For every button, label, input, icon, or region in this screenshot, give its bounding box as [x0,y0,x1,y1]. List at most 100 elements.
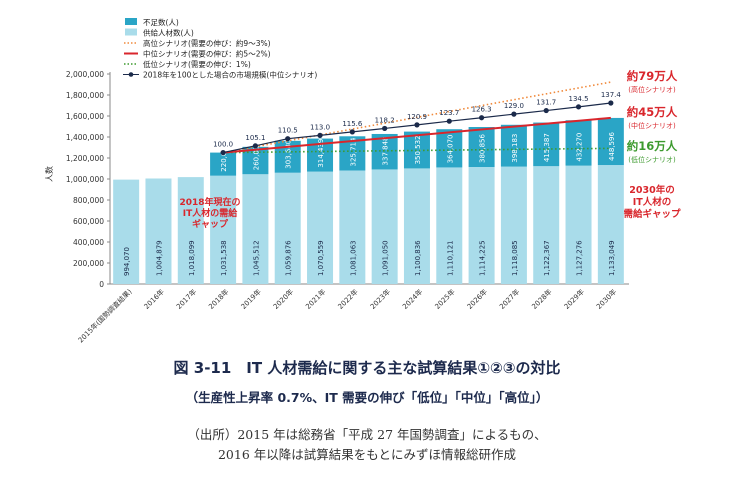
market-index-label: 118.2 [375,116,395,124]
annotation-2018-gap: ギャップ [192,218,229,230]
figure-title: 図 3-11 IT 人材需給に関する主な試算結果①②③の対比 [173,359,561,377]
market-index-point [575,104,582,110]
shortage-bar [468,127,495,168]
supply-bar [274,172,301,284]
annotation-high-sub: (高位シナリオ) [628,85,676,94]
y-tick-label: 1,000,000 [66,175,104,184]
source-note-line-1: （出所）2015 年は総務省「平成 27 年国勢調査」によるもの、 [187,427,547,442]
x-tick-label: 2029年 [562,287,586,311]
y-tick-label: 0 [99,280,104,289]
legend-label: 低位シナリオ(需要の伸び：1%) [143,59,251,69]
market-index-point [252,143,259,149]
supply-value-label: 1,059,876 [285,240,293,276]
market-index-point [317,132,323,138]
annotation-2030-gap: 需給ギャップ [623,208,681,220]
supply-bar [597,165,624,284]
supply-bar [436,167,463,284]
supply-value-label: 1,081,063 [349,240,357,276]
shortage-value-label: 303,680 [285,140,293,169]
x-tick-label: 2025年 [433,287,457,311]
market-index-label: 100.0 [213,141,233,149]
supply-value-label: 1,133,049 [608,240,616,276]
shortage-value-label: 337,848 [382,136,390,165]
supply-value-label: 1,100,836 [414,240,422,276]
shortage-value-label: 398,183 [511,134,519,163]
shortage-bar [565,120,592,166]
x-tick-label: 2016年 [142,287,166,311]
shortage-value-label: 314,439 [317,139,325,168]
supply-value-label: 1,045,512 [252,240,260,276]
annotation-2018-gap: IT人材の需給 [183,207,238,219]
supply-value-label: 1,110,121 [446,240,454,276]
y-tick-label: 1,400,000 [66,133,104,142]
market-index-point [414,122,420,128]
legend-label: 不足数(人) [143,17,179,27]
market-index-point [285,136,291,142]
supply-value-label: 994,070 [123,247,131,276]
market-index-label: 137.4 [601,91,622,99]
legend-label: 2018年を100とした場合の市場規模(中位シナリオ) [143,70,317,80]
shortage-value-label: 415,387 [543,133,551,162]
annotation-low-main: 約16万人 [627,139,678,153]
market-index-label: 134.5 [569,95,589,103]
figure-subtitle: （生産性上昇率 0.7%、IT 需要の伸び「低位」「中位」「高位」） [185,390,549,405]
y-tick-label: 1,800,000 [66,91,104,100]
market-index-label: 123.7 [439,109,459,117]
annotation-2018-gap: 2018年現在の [179,196,240,208]
market-index-label: 113.0 [310,123,330,131]
y-tick-label: 200,000 [73,259,104,268]
shortage-bar [436,129,463,168]
legend-swatch [125,28,137,36]
shortage-value-label: 350,532 [414,135,422,164]
market-index-point [220,149,226,156]
x-tick-label: 2028年 [530,287,554,311]
shortage-value-label: 448,596 [608,132,616,161]
mid-scenario-line [223,116,611,154]
x-tick-label: 2022年 [336,287,360,311]
supply-bar [468,167,495,284]
shortage-value-label: 260,835 [252,141,260,170]
supply-bar [403,168,430,284]
market-index-point [543,107,549,114]
annotation-2030-gap: IT人材の [633,196,672,208]
supply-value-label: 1,114,225 [479,240,487,276]
legend-label: 高位シナリオ(需要の伸び：約9～3%) [143,38,271,48]
shortage-bar [597,117,624,166]
annotation-low-sub: (低位シナリオ) [628,155,676,164]
supply-value-label: 1,031,538 [220,240,228,276]
y-tick-label: 1,600,000 [66,112,104,121]
supply-bar [113,179,140,284]
market-index-point [511,111,517,117]
market-index-label: 105.1 [245,134,265,142]
supply-value-label: 1,122,367 [543,240,551,276]
supply-bar [177,177,204,284]
supply-bar [242,174,269,284]
supply-bar [565,165,592,284]
supply-bar [339,170,366,284]
supply-value-label: 1,018,099 [188,240,196,276]
y-axis-label: 人数 [44,166,54,182]
supply-bar [500,166,527,284]
supply-value-label: 1,091,050 [382,240,390,276]
shortage-bar [210,152,237,176]
x-tick-label: 2015年(国勢調査結果) [76,287,134,345]
annotation-mid-main: 約45万人 [627,105,678,119]
annotation-mid-sub: (中位シナリオ) [628,121,676,130]
shortage-bar [500,124,527,167]
market-index-label: 115.6 [342,120,363,128]
y-tick-label: 2,000,000 [66,70,104,79]
supply-bar [533,166,560,284]
annotation-high-main: 約79万人 [627,69,678,83]
high-scenario-line [222,81,611,154]
y-tick-label: 600,000 [73,217,104,226]
supply-bar [307,171,334,284]
x-tick-label: 2017年 [174,287,198,311]
market-index-point [478,115,485,121]
supply-bar [371,169,398,284]
x-tick-label: 2030年 [594,287,618,311]
x-tick-label: 2024年 [400,287,424,311]
market-index-point [608,100,614,106]
x-tick-label: 2023年 [368,287,392,311]
market-index-label: 129.0 [504,102,524,110]
shortage-value-label: 380,856 [479,134,487,163]
